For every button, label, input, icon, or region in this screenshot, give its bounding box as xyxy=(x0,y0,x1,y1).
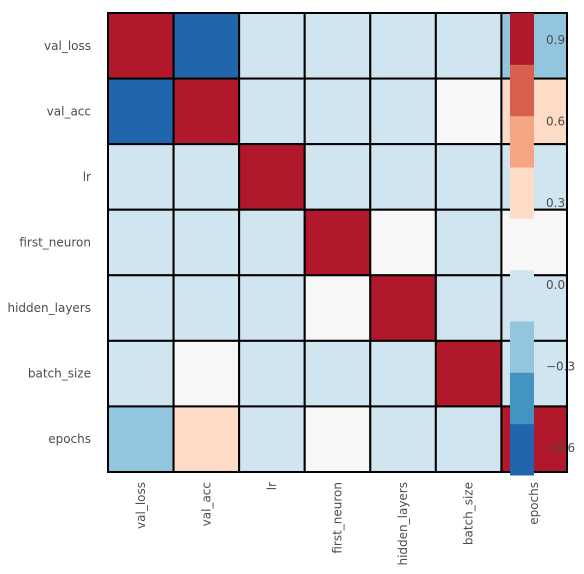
row-label-val_acc: val_acc xyxy=(47,104,91,118)
heatmap-cell-batch_size-batch_size xyxy=(434,339,503,408)
heatmap-cell-first_neuron-hidden_layers xyxy=(369,208,437,277)
heatmap-cell-epochs-lr xyxy=(238,405,306,473)
colorbar-tick-label: 0.6 xyxy=(546,115,565,129)
heatmap-cell-first_neuron-first_neuron xyxy=(303,208,372,277)
row-label-epochs: epochs xyxy=(48,432,91,446)
heatmap-cell-epochs-batch_size xyxy=(434,405,503,473)
heatmap-cell-lr-val_acc xyxy=(172,143,241,211)
heatmap-cell-val_acc-batch_size xyxy=(434,77,503,146)
heatmap-cell-batch_size-hidden_layers xyxy=(369,339,437,408)
colorbar-tick-label: 0.0 xyxy=(546,278,565,292)
heatmap-cell-val_loss-hidden_layers xyxy=(369,12,437,80)
colorbar-tick-label: 0.9 xyxy=(546,33,565,47)
heatmap-cell-val_acc-hidden_layers xyxy=(369,77,437,146)
heatmap-cell-hidden_layers-hidden_layers xyxy=(369,274,437,342)
column-label-batch_size: batch_size xyxy=(462,482,476,545)
heatmap-cell-epochs-hidden_layers xyxy=(369,405,437,473)
heatmap-cell-first_neuron-lr xyxy=(238,208,306,277)
colorbar-band xyxy=(510,115,534,168)
row-label-lr: lr xyxy=(83,170,91,184)
column-label-val_acc: val_acc xyxy=(199,482,213,526)
heatmap-cell-val_acc-first_neuron xyxy=(303,77,372,146)
colorbar: 0.9 0.6 0.3 0.0 −0.3 −0.6 xyxy=(510,13,575,476)
heatmap-cell-epochs-first_neuron xyxy=(303,405,372,473)
colorbar-band xyxy=(510,321,534,373)
heatmap-cell-val_acc-val_loss xyxy=(107,77,175,146)
column-label-val_loss: val_loss xyxy=(134,482,148,529)
colorbar-band xyxy=(510,13,534,65)
heatmap-cell-hidden_layers-lr xyxy=(238,274,306,342)
heatmap-cell-lr-first_neuron xyxy=(303,143,372,211)
heatmap-cell-epochs-val_acc xyxy=(172,405,241,473)
column-labels: val_loss val_acc lr first_neuron hidden_laye… xyxy=(134,482,541,566)
heatmap-cell-hidden_layers-val_acc xyxy=(172,274,241,342)
heatmap-cell-lr-val_loss xyxy=(107,143,175,211)
row-label-val_loss: val_loss xyxy=(44,39,91,53)
row-label-batch_size: batch_size xyxy=(28,367,91,381)
heatmap-cell-val_loss-batch_size xyxy=(434,12,503,80)
row-label-hidden_layers: hidden_layers xyxy=(7,301,91,315)
colorbar-tick-label: −0.3 xyxy=(546,359,575,373)
heatmap-cell-first_neuron-val_loss xyxy=(107,208,175,277)
column-label-lr: lr xyxy=(265,482,279,490)
colorbar-band xyxy=(510,64,534,117)
heatmap-cell-hidden_layers-batch_size xyxy=(434,274,503,342)
heatmap-cell-batch_size-first_neuron xyxy=(303,339,372,408)
heatmap-cell-val_loss-lr xyxy=(238,12,306,80)
colorbar-band xyxy=(510,372,534,425)
heatmap-cell-first_neuron-batch_size xyxy=(434,208,503,277)
heatmap-cell-val_loss-val_loss xyxy=(107,12,175,80)
colorbar-band xyxy=(510,423,534,476)
heatmap-cell-val_loss-first_neuron xyxy=(303,12,372,80)
heatmap-cell-batch_size-val_acc xyxy=(172,339,241,408)
heatmap-cells xyxy=(107,12,568,473)
heatmap-cell-lr-batch_size xyxy=(434,143,503,211)
heatmap-cell-val_acc-lr xyxy=(238,77,306,146)
heatmap-cell-hidden_layers-first_neuron xyxy=(303,274,372,342)
heatmap-cell-lr-hidden_layers xyxy=(369,143,437,211)
heatmap-cell-hidden_layers-val_loss xyxy=(107,274,175,342)
colorbar-band xyxy=(510,167,534,219)
colorbar-band xyxy=(510,269,534,322)
heatmap-cell-batch_size-val_loss xyxy=(107,339,175,408)
heatmap-cell-val_acc-val_acc xyxy=(172,77,241,146)
heatmap-cell-batch_size-lr xyxy=(238,339,306,408)
colorbar-tick-label: 0.3 xyxy=(546,196,565,210)
heatmap-cell-first_neuron-val_acc xyxy=(172,208,241,277)
column-label-first_neuron: first_neuron xyxy=(330,482,344,554)
column-label-epochs: epochs xyxy=(527,482,541,525)
heatmap-cell-lr-lr xyxy=(238,143,306,211)
column-label-hidden_layers: hidden_layers xyxy=(396,482,410,566)
heatmap-cell-val_loss-val_acc xyxy=(172,12,241,80)
row-label-first_neuron: first_neuron xyxy=(19,235,91,249)
heatmap-cell-epochs-val_loss xyxy=(107,405,175,473)
colorbar-tick-label: −0.6 xyxy=(546,441,575,455)
colorbar-band xyxy=(510,218,534,271)
